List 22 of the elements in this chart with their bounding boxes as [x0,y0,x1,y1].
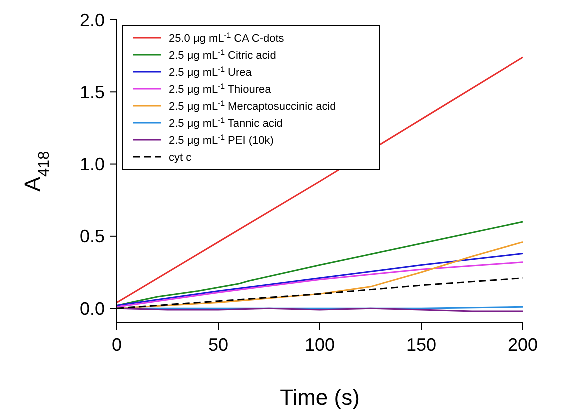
y-tick-label: 0.0 [80,298,105,319]
legend-label: cyt c [169,152,192,164]
legend-label: 2.5 μg mL$^{-1}$ PEI (10k) [169,132,274,147]
y-tick-label: 1.5 [80,82,105,102]
y-tick-label: 2.0 [80,10,105,30]
legend-label: 2.5 μg mL$^{-1}$ Thiourea [169,81,272,96]
legend-label: 2.5 μg mL$^{-1}$ Urea [169,64,253,79]
line-series [116,262,524,308]
x-tick-label: 200 [508,335,538,355]
legend-label: 2.5 μg mL$^{-1}$ Citric acid [169,47,276,62]
x-tick-label: 50 [208,335,229,355]
y-tick-label: 1.0 [80,154,105,175]
x-axis-title: Time (s) [280,385,360,410]
legend-label: 25.0 μg mL$^{-1}$ CA C-dots [169,30,285,45]
line-series [116,252,524,306]
legend-label: 2.5 μg mL$^{-1}$ Mercaptosuccinic acid [169,98,336,113]
line-series [116,221,524,306]
legend-label: 2.5 μg mL$^{-1}$ Tannic acid [169,115,283,130]
x-tick-label: 0 [112,335,122,355]
x-tick-label: 150 [406,335,437,355]
x-tick-label: 100 [304,335,336,355]
y-tick-label: 0.5 [80,226,105,247]
